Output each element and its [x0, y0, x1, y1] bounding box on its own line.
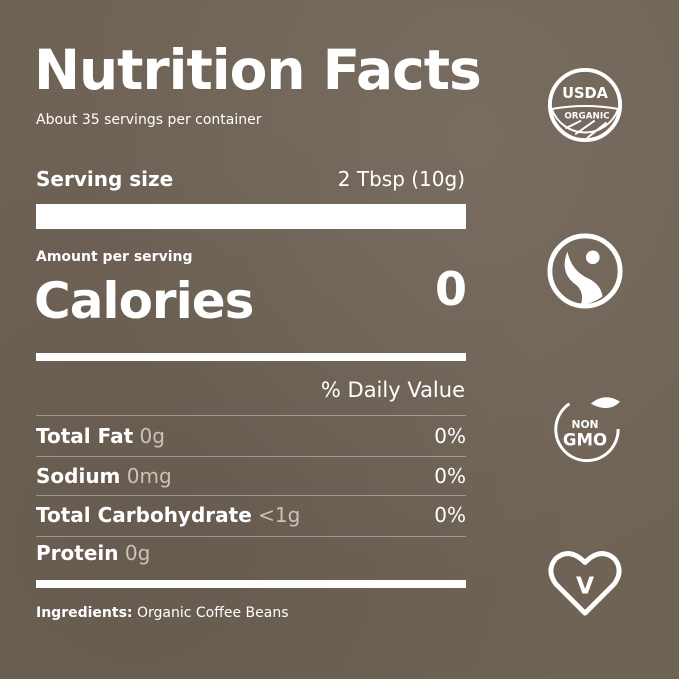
nutrient-name: Total Carbohydrate	[36, 503, 252, 527]
page-title: Nutrition Facts	[34, 38, 482, 102]
thick-divider	[36, 204, 466, 229]
serving-size-value: 2 Tbsp (10g)	[337, 167, 465, 191]
usda-organic-icon: USDA ORGANIC	[547, 67, 623, 143]
serving-size-label: Serving size	[36, 167, 174, 191]
divider	[36, 456, 466, 457]
ingredients: Ingredients: Organic Coffee Beans	[36, 605, 289, 621]
nutrient-row: Total Carbohydrate <1g 0%	[36, 503, 466, 527]
amount-per-serving: Amount per serving	[36, 249, 193, 265]
daily-value-header: % Daily Value	[320, 378, 465, 402]
divider	[36, 415, 466, 416]
svg-text:NON: NON	[571, 418, 598, 431]
nutrient-dv: 0%	[434, 503, 466, 527]
medium-divider	[36, 353, 466, 361]
calories-value: 0	[434, 262, 467, 316]
nutrient-dv: 0%	[434, 464, 466, 488]
nutrient-amount: 0mg	[126, 464, 172, 488]
nutrient-amount: 0g	[139, 424, 165, 448]
svg-text:ORGANIC: ORGANIC	[564, 112, 609, 122]
vegan-heart-icon: V	[548, 551, 622, 616]
svg-text:V: V	[576, 572, 594, 600]
ingredients-value: Organic Coffee Beans	[136, 605, 289, 621]
nutrient-row: Protein 0g	[36, 541, 466, 565]
nutrient-amount: <1g	[258, 503, 301, 527]
non-gmo-icon: NON GMO	[554, 397, 621, 463]
nutrient-row: Total Fat 0g 0%	[36, 424, 466, 448]
nutrient-dv: 0%	[434, 424, 466, 448]
bottom-divider	[36, 580, 466, 588]
nutrient-name: Total Fat	[36, 424, 134, 448]
nutrient-name: Protein	[36, 541, 119, 565]
nutrient-amount: 0g	[124, 541, 151, 565]
ingredients-label: Ingredients:	[36, 605, 133, 621]
svg-text:GMO: GMO	[563, 431, 607, 450]
divider	[36, 495, 466, 496]
calories-label: Calories	[34, 272, 254, 330]
fair-trade-icon	[547, 233, 623, 309]
divider	[36, 536, 466, 537]
nutrient-row: Sodium 0mg 0%	[36, 464, 466, 488]
nutrient-name: Sodium	[36, 464, 121, 488]
servings-per-container: About 35 servings per container	[36, 112, 262, 128]
svg-text:USDA: USDA	[562, 85, 609, 102]
